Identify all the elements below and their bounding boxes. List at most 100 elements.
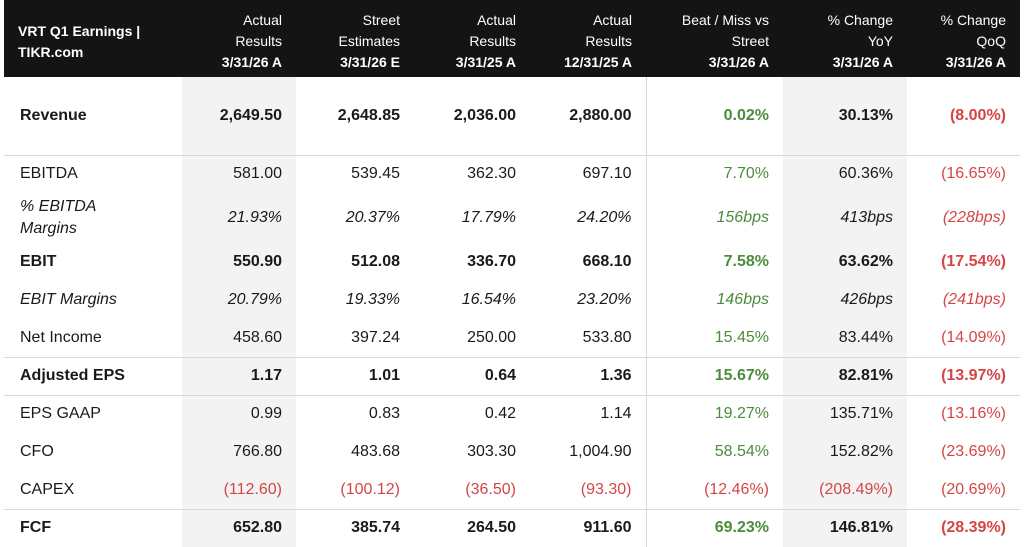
table-cell: (17.54%) — [941, 253, 1006, 270]
col-header-line2: Street — [731, 33, 769, 49]
table-cell: 146.81% — [783, 508, 907, 547]
table-cell: 1.14 — [530, 394, 646, 433]
table-cell: 397.24 — [351, 328, 400, 346]
col-header-date: 3/31/25 A — [455, 54, 516, 70]
col-header-line1: Beat / Miss vs — [681, 12, 769, 28]
row-label: FCF — [4, 508, 182, 547]
table-cell: 385.74 — [296, 508, 414, 547]
table-cell: 426bps — [783, 281, 907, 319]
table-cell: 550.90 — [182, 243, 296, 281]
row-label: EBITDA — [4, 154, 182, 193]
table-cell: 0.02% — [645, 77, 783, 155]
col-header-street-estimates: Street Estimates 3/31/26 E — [296, 0, 414, 77]
row-label: EPS GAAP — [4, 394, 182, 433]
table-cell: 250.00 — [467, 328, 516, 346]
row-label: Adjusted EPS — [4, 356, 182, 395]
table-cell: 533.80 — [582, 328, 632, 346]
table-cell: 69.23% — [645, 508, 783, 547]
table-cell: 697.10 — [530, 154, 646, 193]
table-cell: 24.20% — [577, 209, 632, 226]
header-title: VRT Q1 Earnings | TIKR.com — [4, 0, 182, 77]
table-row-eps-gaap: EPS GAAP 0.99 0.83 0.42 1.14 19.27% 135.… — [4, 394, 1020, 433]
table-cell: (16.65%) — [907, 154, 1020, 193]
table-cell: 362.30 — [414, 154, 530, 193]
table-cell: (28.39%) — [907, 508, 1020, 547]
table-cell: 766.80 — [182, 433, 296, 471]
table-cell: 0.42 — [414, 394, 530, 433]
table-cell: 15.67% — [645, 356, 783, 395]
table-cell: (13.16%) — [907, 394, 1020, 433]
col-header-line1: Street — [362, 12, 400, 28]
col-header-change-yoy: % Change YoY 3/31/26 A — [783, 0, 907, 77]
table-cell: 911.60 — [530, 508, 646, 547]
table-cell: 2,880.00 — [569, 106, 632, 124]
col-header-line1: % Change — [940, 12, 1006, 28]
table-cell: (100.12) — [340, 480, 400, 498]
row-label: Net Income — [20, 328, 102, 346]
col-header-line1: Actual — [477, 12, 516, 28]
row-label: EBIT Margins — [20, 291, 117, 308]
table-cell: 264.50 — [414, 508, 530, 547]
table-cell: 30.13% — [783, 77, 907, 155]
table-cell: 152.82% — [783, 433, 907, 471]
col-header-line2: Results — [235, 33, 282, 49]
table-row-revenue: Revenue 2,649.50 2,648.85 2,036.00 2,880… — [4, 77, 1020, 155]
table-cell: 0.99 — [182, 394, 296, 433]
row-label: Revenue — [20, 106, 87, 124]
table-cell: 21.93% — [182, 193, 296, 243]
table-cell: 7.70% — [645, 154, 783, 193]
table-cell: 0.64 — [414, 356, 530, 395]
table-cell: 7.58% — [645, 243, 783, 281]
table-cell: (228bps) — [942, 209, 1006, 226]
col-header-line1: Actual — [593, 12, 632, 28]
col-header-date: 3/31/26 E — [340, 54, 400, 70]
table-cell: 19.33% — [345, 291, 400, 308]
col-header-line1: % Change — [827, 12, 893, 28]
table-row-capex: CAPEX (112.60) (100.12) (36.50) (93.30) … — [4, 471, 1020, 509]
table-cell: 458.60 — [182, 319, 296, 357]
table-cell: 0.83 — [296, 394, 414, 433]
col-header-change-qoq: % Change QoQ 3/31/26 A — [907, 0, 1020, 77]
table-cell: 23.20% — [577, 291, 632, 308]
table-cell: (112.60) — [182, 471, 296, 509]
table-cell: 2,649.50 — [182, 77, 296, 155]
col-header-beat-miss: Beat / Miss vs Street 3/31/26 A — [646, 0, 783, 77]
table-cell: 336.70 — [467, 253, 516, 270]
table-cell: 15.45% — [645, 319, 783, 357]
table-cell: 146bps — [645, 281, 783, 319]
table-cell: (20.69%) — [941, 480, 1006, 498]
table-row-net-income: Net Income 458.60 397.24 250.00 533.80 1… — [4, 319, 1020, 357]
table-cell: (14.09%) — [941, 328, 1006, 346]
table-cell: 413bps — [783, 193, 907, 243]
table-cell: 82.81% — [783, 356, 907, 395]
table-cell: 483.68 — [351, 443, 400, 460]
table-cell: (241bps) — [942, 291, 1006, 308]
header-title-line2: TIKR.com — [18, 43, 84, 60]
col-header-line2: YoY — [867, 33, 893, 49]
table-row-cfo: CFO 766.80 483.68 303.30 1,004.90 58.54%… — [4, 433, 1020, 471]
earnings-table: VRT Q1 Earnings | TIKR.com Actual Results 3… — [4, 0, 1020, 547]
col-header-date: 3/31/26 A — [708, 54, 769, 70]
table-cell: 2,648.85 — [337, 106, 400, 124]
table-cell: 1.01 — [296, 356, 414, 395]
col-header-actual-q1-26: Actual Results 3/31/26 A — [182, 0, 296, 77]
col-header-date: 3/31/26 A — [945, 54, 1006, 70]
col-header-actual-q1-25: Actual Results 3/31/25 A — [414, 0, 530, 77]
col-header-line2: Results — [469, 33, 516, 49]
table-cell: 19.27% — [645, 394, 783, 433]
row-label: CFO — [20, 443, 54, 460]
table-cell: 20.37% — [345, 209, 400, 226]
table-cell: 652.80 — [182, 508, 296, 547]
col-header-line2: Results — [585, 33, 632, 49]
col-header-line1: Actual — [243, 12, 282, 28]
table-row-ebitda-margins: % EBITDA Margins 21.93% 20.37% 17.79% 24… — [4, 193, 1020, 243]
table-cell: 58.54% — [645, 433, 783, 471]
table-cell: 539.45 — [296, 154, 414, 193]
table-cell: (13.97%) — [907, 356, 1020, 395]
header-row: VRT Q1 Earnings | TIKR.com Actual Results 3… — [4, 0, 1020, 77]
table-cell: 668.10 — [582, 253, 632, 270]
table-cell: 60.36% — [783, 154, 907, 193]
table-cell: 156bps — [645, 193, 783, 243]
table-cell: (36.50) — [465, 480, 516, 498]
col-header-line2: Estimates — [338, 33, 400, 49]
